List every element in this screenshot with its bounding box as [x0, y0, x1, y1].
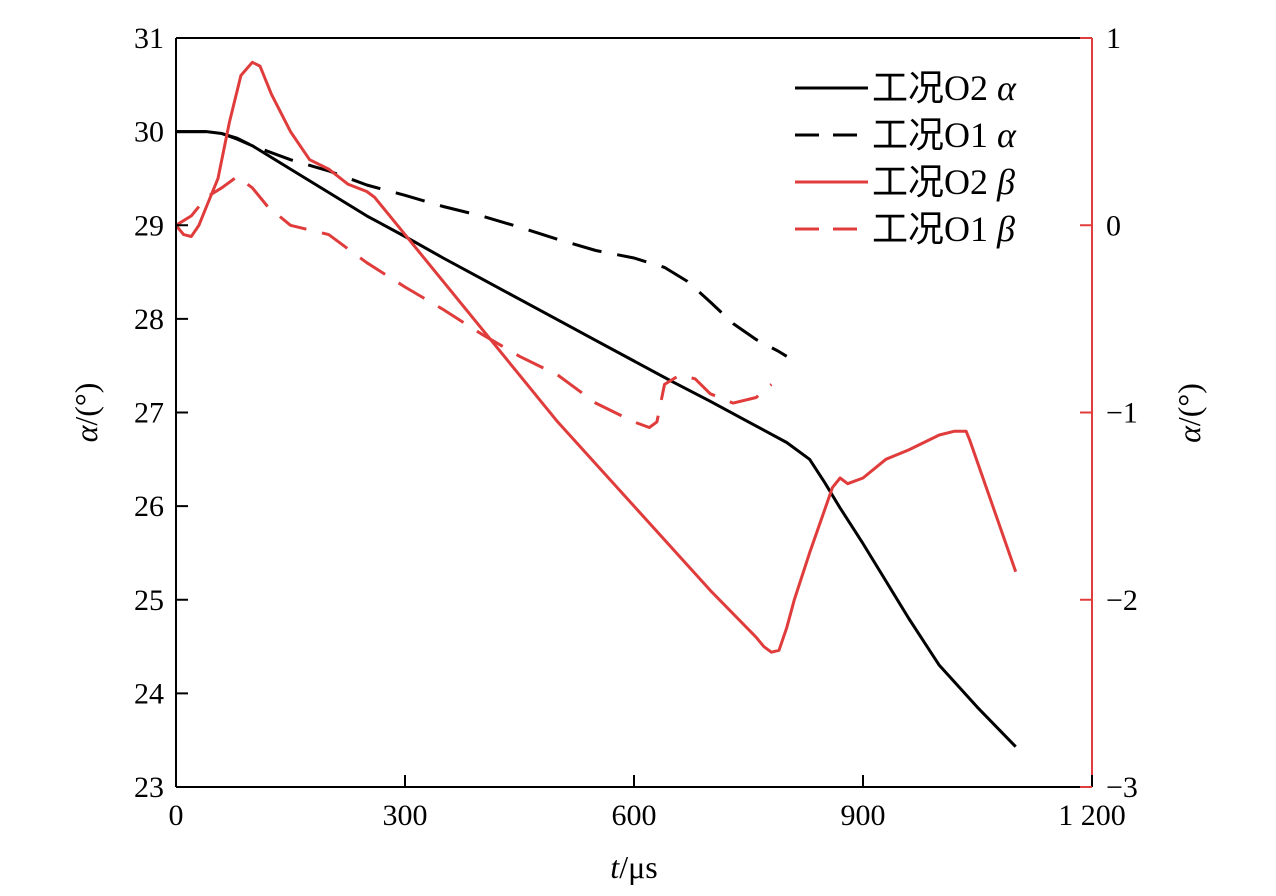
- y-left-tick-label: 24: [134, 677, 164, 710]
- series-line-4: [175, 175, 773, 429]
- legend-entry-2: 工况O1 α: [872, 115, 1017, 155]
- y-left-axis-unit: /(°): [68, 383, 104, 426]
- legend-label: 工况O1: [872, 209, 997, 249]
- y-left-axis-var: α: [68, 424, 104, 442]
- legend-label: 工况O2: [872, 162, 997, 202]
- y-right-tick-label: 0: [1106, 209, 1121, 242]
- y-left-tick-label: 23: [134, 771, 164, 804]
- x-tick-label: 1 200: [1058, 799, 1126, 832]
- legend-entry-1: 工况O2 α: [872, 68, 1017, 108]
- legend-label: 工况O2: [872, 68, 997, 108]
- series-line-3: [174, 60, 1018, 654]
- legend-symbol: α: [997, 68, 1017, 108]
- y-right-axis-unit: /(°): [1171, 383, 1207, 426]
- y-right-tick-label: −3: [1106, 771, 1138, 804]
- axes-layer: [175, 37, 1093, 788]
- y-right-axis-var: α: [1171, 425, 1207, 443]
- y-left-tick-label: 31: [134, 22, 164, 55]
- marks-layer: [174, 60, 1018, 748]
- x-tick-label: 0: [169, 799, 184, 832]
- legend-symbol: α: [997, 115, 1017, 155]
- y-left-tick-label: 25: [134, 584, 164, 617]
- y-right-tick-label: 1: [1106, 22, 1121, 55]
- y-left-tick-label: 29: [134, 209, 164, 242]
- x-tick-label: 300: [383, 799, 428, 832]
- legend-symbol: β: [996, 209, 1015, 249]
- y-left-tick-label: 28: [134, 303, 164, 336]
- labels-layer: 0 300 600 900 1 200 23 24 25 26 27 28 29 30 31 −3 −2 −1 0…: [68, 22, 1207, 885]
- x-tick-label: 600: [612, 799, 657, 832]
- legend-symbol: β: [996, 162, 1015, 202]
- legend-label: 工况O1: [872, 115, 997, 155]
- y-right-tick-label: −2: [1106, 584, 1138, 617]
- y-right-tick-label: −1: [1106, 397, 1138, 430]
- series-line-2: [176, 130, 788, 358]
- y-right-axis-title: α/(°): [1171, 383, 1207, 443]
- y-left-axis-title: α/(°): [68, 383, 104, 443]
- legend-entry-3: 工况O2 β: [872, 162, 1015, 202]
- series-line-1: [176, 130, 1017, 748]
- y-left-tick-label: 27: [134, 397, 164, 430]
- x-axis-var: t: [610, 849, 620, 885]
- x-tick-label: 900: [841, 799, 886, 832]
- y-left-tick-label: 26: [134, 490, 164, 523]
- legend-entry-4: 工况O1 β: [872, 209, 1015, 249]
- y-left-tick-label: 30: [134, 116, 164, 149]
- x-axis-unit: /μs: [619, 849, 658, 885]
- x-axis-title: t/μs: [610, 849, 657, 885]
